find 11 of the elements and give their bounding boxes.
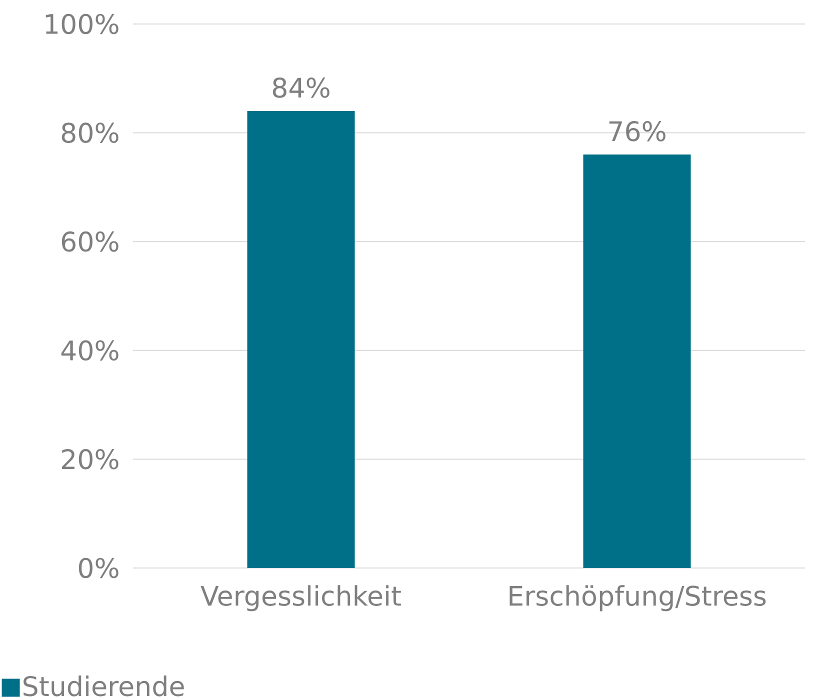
x-tick-label: Erschöpfung/Stress	[510, 585, 766, 612]
data-label: 84%	[272, 78, 330, 98]
x-tick-label: Vergesslichkeit	[200, 585, 401, 612]
y-tick-label: 80%	[62, 122, 118, 143]
y-tick-label: 100%	[46, 14, 118, 34]
y-tick-label: 60%	[62, 231, 118, 252]
legend-label: Studierende	[24, 676, 184, 696]
data-label: 76%	[609, 121, 666, 142]
y-tick-label: 0%	[78, 558, 118, 578]
y-tick-label: 40%	[61, 340, 118, 361]
y-tick-label: 20%	[62, 449, 118, 470]
